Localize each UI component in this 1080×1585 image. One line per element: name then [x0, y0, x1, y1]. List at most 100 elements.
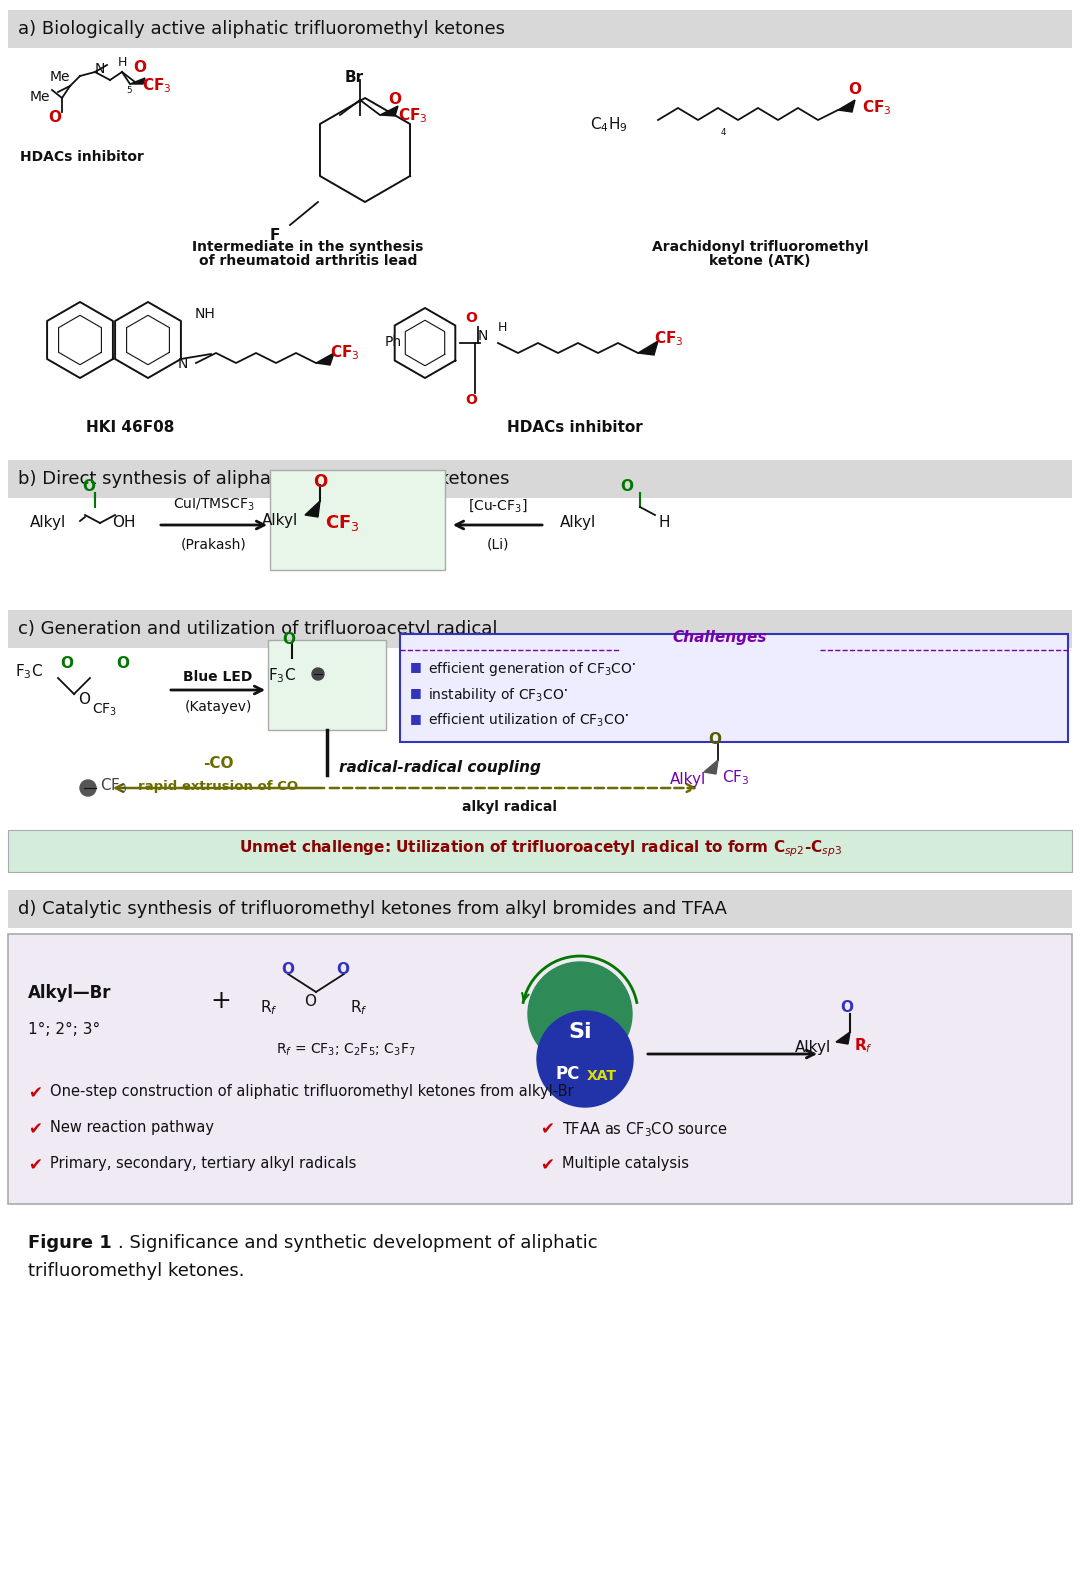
Text: PC: PC [556, 1065, 580, 1083]
Text: instability of CF$_3$CO$\bf{^{\cdot}}$: instability of CF$_3$CO$\bf{^{\cdot}}$ [428, 686, 568, 704]
Bar [8, 610, 1072, 648]
Text: O: O [133, 60, 146, 74]
Text: R$_f$ = CF$_3$; C$_2$F$_5$; C$_3$F$_7$: R$_f$ = CF$_3$; C$_2$F$_5$; C$_3$F$_7$ [276, 1041, 416, 1059]
Text: c) Generation and utilization of trifluoroacetyl radical: c) Generation and utilization of trifluo… [18, 620, 498, 639]
Polygon shape [380, 106, 399, 116]
Text: F$_3$C: F$_3$C [268, 666, 296, 685]
Text: O: O [48, 109, 60, 125]
Text: rapid extrusion of CO: rapid extrusion of CO [138, 780, 298, 792]
Text: CF$_3$: CF$_3$ [723, 769, 750, 786]
Text: H: H [498, 322, 508, 334]
Text: O: O [313, 472, 327, 491]
Text: Alkyl: Alkyl [795, 1040, 832, 1056]
Text: O: O [116, 656, 129, 670]
Text: CF$_3$: CF$_3$ [141, 76, 172, 95]
Text: O: O [465, 311, 477, 325]
Text: CuI/TMSCF$_3$: CuI/TMSCF$_3$ [173, 498, 255, 514]
Text: ketone (ATK): ketone (ATK) [710, 254, 811, 268]
Text: NH: NH [195, 307, 216, 322]
Text: H: H [658, 515, 670, 529]
Text: O: O [303, 994, 316, 1010]
Text: R$_f$: R$_f$ [260, 999, 278, 1016]
Bar [268, 640, 386, 731]
Bar [400, 634, 1068, 742]
Text: F: F [270, 228, 281, 243]
Text: [Cu-CF$_3$]: [Cu-CF$_3$] [469, 498, 528, 514]
Polygon shape [704, 759, 718, 773]
Text: OH: OH [112, 515, 135, 529]
Text: New reaction pathway: New reaction pathway [50, 1121, 214, 1135]
Text: ■: ■ [410, 686, 422, 699]
Text: O: O [82, 479, 95, 495]
Text: a) Biologically active aliphatic trifluoromethyl ketones: a) Biologically active aliphatic trifluo… [18, 21, 505, 38]
Text: CF$_3$: CF$_3$ [92, 702, 118, 718]
Polygon shape [305, 501, 320, 517]
Text: Alkyl: Alkyl [262, 514, 298, 528]
Text: O: O [620, 479, 633, 495]
Polygon shape [130, 78, 145, 84]
Text: O: O [282, 962, 295, 976]
Text: b) Direct synthesis of aliphatic trifluoromethyl ketones: b) Direct synthesis of aliphatic trifluo… [18, 471, 510, 488]
Text: O: O [848, 82, 861, 97]
Text: Unmet challenge: Utilization of trifluoroacetyl radical to form C$_{sp2}$-C$_{sp: Unmet challenge: Utilization of trifluor… [239, 838, 841, 859]
Text: Arachidonyl trifluoromethyl: Arachidonyl trifluoromethyl [651, 239, 868, 254]
Circle shape [537, 1011, 633, 1106]
Bar [270, 471, 445, 571]
Text: (Katayev): (Katayev) [185, 701, 252, 713]
Text: Challenges: Challenges [673, 629, 767, 645]
Bar [8, 934, 1072, 1205]
Text: Br: Br [345, 70, 364, 86]
Bar [8, 891, 1072, 927]
Text: CF$_3$: CF$_3$ [330, 342, 360, 361]
Text: N: N [95, 62, 106, 76]
Text: efficient utilization of CF$_3$CO$\bf{^{\cdot}}$: efficient utilization of CF$_3$CO$\bf{^{… [428, 712, 629, 729]
Text: N: N [478, 330, 488, 342]
Text: efficient generation of CF$_3$CO$\bf{^{\cdot}}$: efficient generation of CF$_3$CO$\bf{^{\… [428, 659, 636, 678]
Text: O: O [337, 962, 350, 976]
Polygon shape [638, 341, 658, 355]
Text: CF$_3$: CF$_3$ [654, 330, 684, 347]
Text: Me: Me [30, 90, 51, 105]
Text: ■: ■ [410, 712, 422, 724]
Text: ✔: ✔ [540, 1155, 554, 1174]
Bar [8, 460, 1072, 498]
Text: CF$_3$: CF$_3$ [399, 106, 428, 125]
Text: Multiple catalysis: Multiple catalysis [562, 1155, 689, 1171]
Text: $_4$: $_4$ [720, 125, 727, 138]
Text: Primary, secondary, tertiary alkyl radicals: Primary, secondary, tertiary alkyl radic… [50, 1155, 356, 1171]
Text: Alkyl: Alkyl [670, 772, 706, 788]
Text: Ph: Ph [384, 334, 402, 349]
Text: (Li): (Li) [487, 537, 510, 552]
Text: radical-radical coupling: radical-radical coupling [339, 759, 541, 775]
Text: Alkyl—Br: Alkyl—Br [28, 984, 111, 1002]
Text: Intermediate in the synthesis: Intermediate in the synthesis [192, 239, 423, 254]
Text: H: H [118, 55, 127, 70]
Text: HDACs inhibitor: HDACs inhibitor [508, 420, 643, 434]
Text: Alkyl: Alkyl [561, 515, 596, 529]
Text: N: N [178, 357, 188, 371]
Bar [8, 10, 1072, 48]
Text: -CO: -CO [203, 756, 233, 770]
Text: . Significance and synthetic development of aliphatic: . Significance and synthetic development… [118, 1235, 597, 1252]
Text: $_5$: $_5$ [126, 82, 133, 97]
Text: CF$_3$: CF$_3$ [100, 777, 127, 794]
Text: (Prakash): (Prakash) [181, 537, 247, 552]
Text: O: O [282, 632, 295, 647]
Polygon shape [838, 100, 855, 113]
Bar [8, 831, 1072, 872]
Text: alkyl radical: alkyl radical [462, 800, 557, 815]
Text: trifluoromethyl ketones.: trifluoromethyl ketones. [28, 1262, 244, 1281]
Text: HDACs inhibitor: HDACs inhibitor [21, 151, 144, 163]
Text: ✔: ✔ [28, 1155, 42, 1174]
Text: Si: Si [568, 1022, 592, 1041]
Text: O: O [840, 1000, 853, 1014]
Text: Alkyl: Alkyl [30, 515, 66, 529]
Text: ✔: ✔ [28, 1084, 42, 1102]
Text: O: O [60, 656, 73, 670]
Text: Figure 1: Figure 1 [28, 1235, 111, 1252]
Text: d) Catalytic synthesis of trifluoromethyl ketones from alkyl bromides and TFAA: d) Catalytic synthesis of trifluoromethy… [18, 900, 727, 918]
Text: C$_4$H$_9$: C$_4$H$_9$ [590, 116, 627, 133]
Text: ■: ■ [410, 659, 422, 674]
Circle shape [528, 962, 632, 1067]
Text: R$_f$: R$_f$ [854, 1037, 873, 1054]
